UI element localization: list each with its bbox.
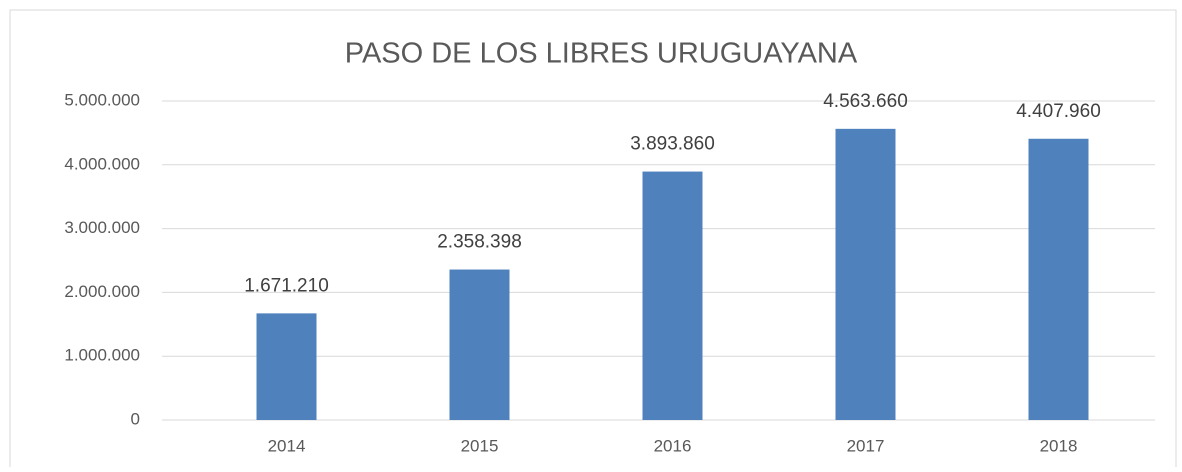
- x-tick-label: 2016: [654, 436, 692, 455]
- y-tick-label: 2.000.000: [64, 282, 140, 301]
- value-label: 4.563.660: [823, 91, 908, 112]
- value-label: 2.358.398: [437, 232, 522, 253]
- value-label: 4.407.960: [1016, 101, 1101, 122]
- y-tick-label: 5.000.000: [64, 90, 140, 109]
- x-tick-label: 2015: [461, 436, 499, 455]
- y-tick-label: 0: [131, 409, 140, 428]
- value-label: 1.671.210: [244, 275, 329, 296]
- y-tick-label: 4.000.000: [64, 154, 140, 173]
- bar: [835, 128, 896, 420]
- x-tick-label: 2014: [268, 436, 306, 455]
- chart-border: [9, 9, 1177, 472]
- bar: [256, 313, 317, 420]
- bar: [642, 171, 703, 420]
- chart-title: PASO DE LOS LIBRES URUGUAYANA: [345, 38, 858, 70]
- x-tick-label: 2018: [1040, 436, 1078, 455]
- bar: [449, 269, 510, 420]
- y-tick-label: 3.000.000: [64, 218, 140, 237]
- value-label: 3.893.860: [630, 134, 715, 155]
- bar: [1028, 138, 1089, 420]
- x-tick-label: 2017: [847, 436, 885, 455]
- y-tick-label: 1.000.000: [64, 346, 140, 365]
